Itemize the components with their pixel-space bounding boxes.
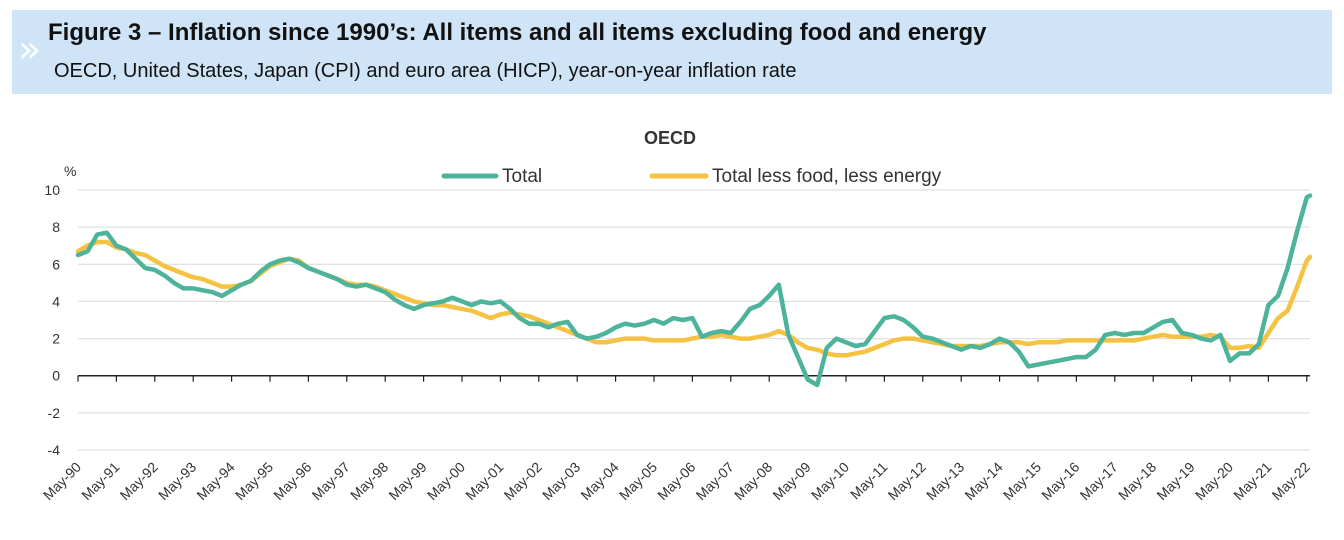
x-tick-label: May-16	[1038, 459, 1082, 503]
x-tick-label: May-10	[808, 459, 852, 503]
y-tick-label: 8	[52, 219, 60, 235]
y-tick-labels: 10 8 6 4 2 0 -2 -4	[44, 182, 60, 458]
x-tick-label: May-22	[1269, 459, 1313, 503]
x-tick-label: May-20	[1192, 459, 1236, 503]
series-lines	[75, 193, 1313, 388]
figure-subtitle: OECD, United States, Japan (CPI) and eur…	[54, 60, 797, 82]
x-tick-label: May-06	[654, 459, 698, 503]
x-tick-label: May-94	[193, 459, 237, 503]
x-tick-label: May-09	[769, 459, 813, 503]
x-axis	[77, 374, 1310, 382]
x-tick-labels: May-90May-91May-92May-93May-94May-95May-…	[40, 459, 1313, 503]
x-tick-label: May-05	[616, 459, 660, 503]
y-tick-label: 10	[44, 182, 60, 198]
x-tick-label: May-07	[693, 459, 737, 503]
x-tick-label: May-96	[270, 459, 314, 503]
x-tick-label: May-90	[40, 459, 84, 503]
x-tick-label: May-21	[1230, 459, 1274, 503]
legend-label-total: Total	[502, 166, 542, 187]
chart-title: OECD	[644, 128, 696, 148]
x-tick-label: May-12	[885, 459, 929, 503]
x-tick-label: May-97	[309, 459, 353, 503]
y-tick-label: 0	[52, 368, 60, 384]
x-tick-label: May-14	[961, 459, 1005, 503]
x-tick-label: May-11	[847, 459, 891, 503]
x-tick-label: May-92	[117, 459, 161, 503]
double-chevron-icon: »	[18, 27, 42, 71]
y-axis-label: %	[64, 163, 76, 179]
x-tick-label: May-17	[1077, 459, 1121, 503]
x-tick-label: May-18	[1115, 459, 1159, 503]
x-tick-label: May-04	[577, 459, 621, 503]
x-tick-label: May-19	[1153, 459, 1197, 503]
x-tick-label: May-03	[539, 459, 583, 503]
x-tick-label: May-13	[923, 459, 967, 503]
x-tick-label: May-15	[1000, 459, 1044, 503]
y-tick-label: 2	[52, 331, 60, 347]
x-tick-label: May-98	[347, 459, 391, 503]
x-tick-label: May-00	[424, 459, 468, 503]
x-tick-label: May-93	[155, 459, 199, 503]
x-tick-label: May-95	[232, 459, 276, 503]
x-tick-label: May-99	[385, 459, 429, 503]
gridlines	[78, 189, 1310, 451]
series-line-total	[75, 193, 1313, 388]
figure-title: Figure 3 – Inflation since 1990’s: All i…	[48, 19, 987, 46]
legend: Total Total less food, less energy	[441, 166, 942, 187]
y-tick-label: -2	[48, 405, 61, 421]
x-tick-label: May-08	[731, 459, 775, 503]
figure-header: » Figure 3 – Inflation since 1990’s: All…	[12, 10, 1332, 94]
y-tick-label: 4	[52, 293, 60, 309]
y-tick-label: 6	[52, 256, 60, 272]
x-tick-label: May-01	[462, 459, 506, 503]
y-tick-label: -4	[48, 442, 61, 458]
x-tick-label: May-02	[501, 459, 545, 503]
x-tick-label: May-91	[78, 459, 122, 503]
legend-label-core: Total less food, less energy	[712, 166, 942, 187]
